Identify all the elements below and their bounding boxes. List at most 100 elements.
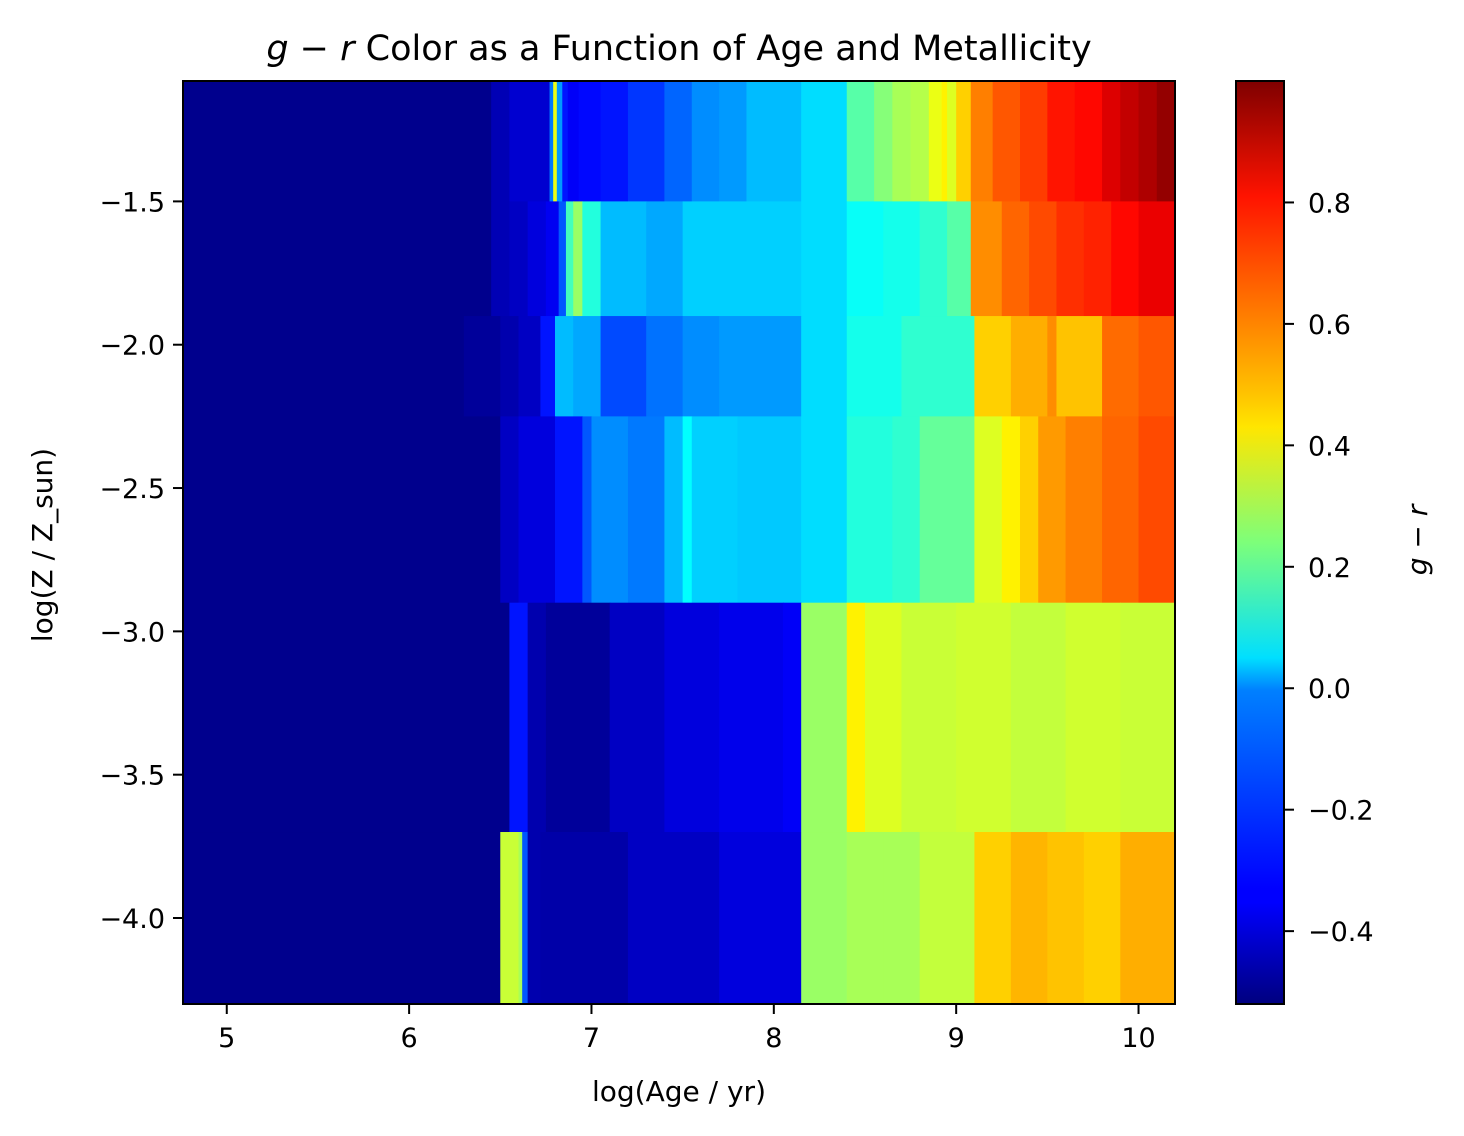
heatmap-cell <box>582 416 593 604</box>
heatmap-cell <box>555 416 583 604</box>
heatmap-cell <box>664 416 684 604</box>
heatmap-cell <box>527 602 547 833</box>
heatmap-cell <box>846 81 875 202</box>
heatmap-cell <box>1047 316 1058 417</box>
heatmap-cell <box>919 832 976 1005</box>
heatmap-cell <box>956 81 972 202</box>
heatmap-cell <box>846 316 903 417</box>
heatmap-cell <box>1065 602 1121 833</box>
x-tick-label: 7 <box>583 1023 600 1054</box>
heatmap-cell <box>801 316 848 417</box>
heatmap-cell <box>540 832 629 1005</box>
heatmap-cell <box>1156 81 1176 202</box>
heatmap-cell <box>974 832 1012 1005</box>
plot-frame <box>182 80 1176 1005</box>
heatmap-cell <box>553 81 558 202</box>
heatmap-cell <box>874 81 893 202</box>
x-tick-label: 10 <box>1121 1023 1155 1054</box>
heatmap-cell <box>801 416 848 604</box>
heatmap-cell <box>573 201 583 317</box>
heatmap-cell <box>500 832 520 1005</box>
x-axis: 5 6 7 8 9 10 <box>218 1004 1156 1054</box>
heatmap-cell <box>565 201 574 317</box>
x-tick-label: 9 <box>948 1023 965 1054</box>
heatmap-cell <box>1083 832 1121 1005</box>
heatmap-cell <box>901 602 957 833</box>
y-axis: −4.0 −3.5 −3.0 −2.5 −2.0 −1.5 <box>99 187 183 935</box>
heatmap-cell <box>719 832 802 1005</box>
heatmap-cell <box>1102 316 1140 417</box>
colorbar-tick-label: 0.0 <box>1308 674 1351 705</box>
x-tick-label: 5 <box>218 1023 235 1054</box>
heatmap-cell <box>491 81 511 202</box>
heatmap-cell <box>646 316 684 417</box>
heatmap-cell <box>183 81 492 202</box>
heatmap-cell <box>491 201 511 317</box>
heatmap-cell <box>463 316 501 417</box>
heatmap-cell <box>992 81 1021 202</box>
heatmap-cell <box>500 416 520 604</box>
heatmap-cell <box>1001 201 1030 317</box>
heatmap-cell <box>1102 416 1140 604</box>
heatmap-cell <box>947 81 957 202</box>
heatmap-cell <box>941 81 948 202</box>
heatmap-cell <box>556 81 563 202</box>
heatmap-cell <box>562 81 569 202</box>
heatmap-cell <box>746 81 802 202</box>
heatmap-cell <box>627 416 666 604</box>
heatmap-cell <box>801 832 848 1005</box>
heatmap-cell <box>509 201 529 317</box>
heatmap-cell <box>183 201 492 317</box>
heatmap-cell <box>545 602 611 833</box>
heatmap-cell <box>600 81 629 202</box>
heatmap-cell <box>846 602 866 833</box>
colorbar <box>1235 80 1285 1005</box>
heatmap-cell <box>1038 416 1067 604</box>
heatmap-cell <box>801 201 848 317</box>
heatmap-cell <box>910 81 930 202</box>
colorbar-tick-label: −0.4 <box>1308 917 1374 948</box>
heatmap-cell <box>1047 832 1085 1005</box>
heatmap-cell <box>183 316 465 417</box>
heatmap-cell <box>782 602 802 833</box>
heatmap-cell <box>1120 81 1140 202</box>
heatmap-cell <box>1065 416 1103 604</box>
heatmap-cell <box>1120 602 1176 833</box>
heatmap-cell <box>1074 81 1103 202</box>
colorbar-axis: −0.4 −0.2 0.0 0.2 0.4 0.6 0.8 <box>1284 188 1374 948</box>
heatmap-cell <box>892 81 912 202</box>
chart-title: g − r Color as a Function of Age and Met… <box>266 29 1091 69</box>
heatmap-cell <box>1020 416 1039 604</box>
x-axis-label: log(Age / yr) <box>592 1075 766 1108</box>
heatmap-cell <box>956 602 1012 833</box>
heatmap-cell <box>1010 602 1067 833</box>
heatmap-cell <box>578 81 602 202</box>
heatmap-cell <box>183 832 501 1005</box>
heatmap-cell <box>573 316 602 417</box>
heatmap-cell <box>509 81 551 202</box>
heatmap-cell <box>883 201 921 317</box>
heatmap-cell <box>509 602 529 833</box>
heatmap-cell <box>1029 201 1058 317</box>
heatmap-cell <box>919 416 976 604</box>
heatmap-cell <box>545 201 560 317</box>
heatmap-cell <box>627 81 666 202</box>
heatmap-cell <box>522 832 529 1005</box>
x-tick-label: 6 <box>401 1023 418 1054</box>
y-tick-label: −3.5 <box>99 761 165 792</box>
heatmap-cell <box>518 416 556 604</box>
heatmap-cell <box>646 201 684 317</box>
heatmap-cell <box>1102 81 1121 202</box>
colorbar-tick-label: 0.4 <box>1308 431 1351 462</box>
heatmap-cell <box>691 416 738 604</box>
heatmap-cell <box>567 81 580 202</box>
heatmap-cell <box>1138 316 1176 417</box>
heatmap-cell <box>1020 81 1048 202</box>
heatmap-cell <box>846 832 884 1005</box>
heatmap-cell <box>609 602 666 833</box>
heatmap-cell <box>901 316 976 417</box>
heatmap-cell <box>600 316 647 417</box>
heatmap-cell <box>1047 81 1076 202</box>
heatmap-cell <box>600 201 647 317</box>
